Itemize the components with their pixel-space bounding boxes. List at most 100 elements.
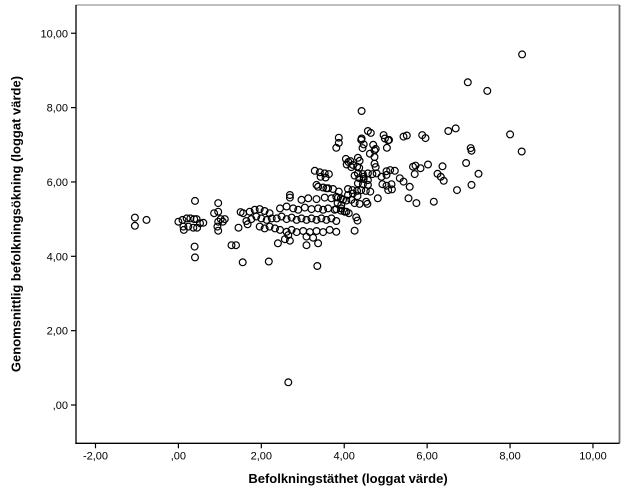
data-point [353,216,362,225]
data-point [382,167,391,176]
data-point [214,217,223,226]
data-point [368,170,377,179]
data-point [506,130,515,139]
y-tick-label: ,00 [53,400,68,412]
data-point [238,258,247,267]
data-point [387,185,396,194]
y-tick-label: 6,00 [47,177,68,189]
data-point [304,194,313,203]
data-point [359,140,368,149]
data-point [190,215,199,224]
data-point [399,177,408,186]
data-point [313,262,322,271]
data-point [271,224,280,233]
data-point [142,215,151,224]
data-point [402,131,411,140]
data-point [315,168,324,177]
data-point [412,199,421,208]
data-point [410,170,419,179]
x-tick-label: 2,00 [251,450,272,462]
data-point [289,204,298,213]
data-point [384,186,393,195]
data-point [312,195,321,204]
data-point [314,204,323,213]
data-point [344,185,353,194]
data-point [366,128,375,137]
data-point [307,205,316,214]
data-point [424,160,433,169]
data-point [325,225,334,234]
data-point [350,199,359,208]
data-point [358,180,367,189]
y-tick-label: 2,00 [47,326,68,338]
data-point [385,135,394,144]
data-point [369,140,378,149]
data-point [319,205,328,214]
data-point [332,217,341,226]
data-point [196,219,205,228]
data-point [371,163,380,172]
data-point [363,180,372,189]
data-point [265,222,274,231]
data-point [191,196,200,205]
data-point [282,202,291,211]
data-point [340,207,349,216]
data-point [191,253,200,262]
data-point [405,182,414,191]
data-point [390,166,399,175]
data-point [213,222,222,231]
data-point [474,169,483,178]
data-point [332,143,341,152]
data-point [199,218,208,227]
data-point [322,215,331,224]
data-point [347,163,356,172]
data-point [518,50,527,59]
data-point [377,172,386,181]
data-point [232,241,241,250]
data-point [380,134,389,143]
data-point [267,214,276,223]
data-point [324,184,333,193]
data-point [307,214,316,223]
data-point [334,133,343,142]
data-point [220,215,229,224]
data-point [243,220,252,229]
data-point [178,215,187,224]
data-point [517,147,526,156]
data-point [262,215,271,224]
data-point [382,181,391,190]
data-point [260,207,269,216]
data-point [273,239,282,248]
data-point [184,222,193,231]
data-point [357,106,366,115]
data-point [444,126,453,135]
data-point [214,226,223,235]
data-point [370,153,379,162]
data-point [316,172,325,181]
data-point [312,227,321,236]
data-point [214,199,223,208]
y-axis-title: Genomsnittlig befolkningsökning (loggat … [8,75,24,373]
data-point [359,175,368,184]
data-point [353,192,362,201]
data-point [314,239,323,248]
data-point [453,186,462,195]
data-point [302,241,311,250]
data-point [245,207,254,216]
data-point [355,163,364,172]
data-point [467,180,476,189]
data-point [350,226,359,235]
data-point [214,207,223,216]
data-point [387,180,396,189]
data-point [260,224,269,233]
data-point [282,215,291,224]
data-point [285,236,294,245]
data-point [363,199,372,208]
x-tick-label: 4,00 [334,450,355,462]
data-point [264,257,273,266]
data-point [314,182,323,191]
data-point [317,214,326,223]
data-point [366,187,375,196]
data-point [284,378,293,387]
